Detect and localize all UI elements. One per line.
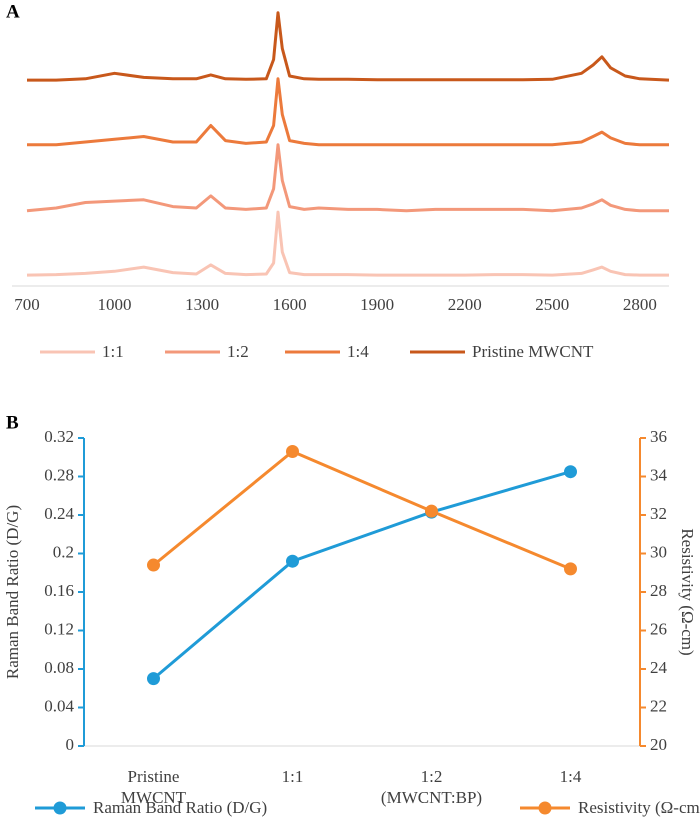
series-line: [152, 449, 572, 571]
spectrum-line: [27, 77, 669, 147]
legend-label: Raman Band Ratio (D/G): [93, 798, 267, 817]
legend-label: 1:2: [227, 342, 249, 361]
point: [286, 444, 299, 458]
x-axis-title: (MWCNT:BP): [380, 788, 483, 807]
spectrum-line: [26, 143, 669, 213]
x-tick-label: 1900: [360, 295, 394, 314]
x-tick-label: 2500: [535, 295, 569, 314]
y2-tick-label: 36: [650, 427, 667, 446]
point: [147, 672, 160, 686]
spectrum-line: [27, 11, 670, 82]
point: [286, 554, 299, 568]
y2-axis-title: Resistivity (Ω-cm): [678, 528, 697, 655]
panel-label: A: [6, 1, 20, 22]
x-tick-label: Pristine MWCNT: [120, 767, 187, 807]
y-tick-label: 0.12: [44, 619, 74, 638]
spectrum-line: [26, 210, 669, 277]
legend-label: 1:1: [102, 342, 124, 361]
point: [564, 562, 577, 576]
y2-tick-label: 26: [650, 619, 667, 638]
y2-tick-label: 34: [650, 465, 668, 484]
point: [425, 504, 438, 518]
x-tick-label: 1:4: [559, 767, 582, 786]
y2-tick-label: 32: [650, 504, 667, 523]
legend-label: 1:4: [347, 342, 369, 361]
x-tick-label: 700: [14, 295, 40, 314]
x-tick-label: 2800: [623, 295, 657, 314]
x-tick-label: 1:1: [281, 767, 304, 786]
point: [147, 558, 160, 572]
y2-tick-label: 22: [650, 696, 667, 715]
y-tick-label: 0.32: [44, 427, 74, 446]
y-axis-title: Raman Band Ratio (D/G): [3, 505, 22, 679]
y-tick-label: 0: [66, 735, 75, 754]
x-tick-label: 1300: [185, 295, 219, 314]
legend-marker: [53, 801, 67, 815]
legend-marker: [538, 801, 552, 815]
legend-label: Pristine MWCNT: [472, 342, 594, 361]
y-tick-label: 0.08: [44, 658, 74, 677]
y-tick-label: 0.2: [53, 542, 74, 561]
legend-label: Resistivity (Ω-cm): [578, 798, 700, 817]
x-tick-label: 1:2: [420, 767, 443, 786]
y-tick-label: 0.04: [44, 696, 74, 715]
y-tick-label: 0.16: [44, 581, 74, 600]
x-tick-label: 1600: [273, 295, 307, 314]
y2-tick-label: 28: [650, 581, 667, 600]
x-tick-label: 1000: [98, 295, 132, 314]
y-tick-label: 0.28: [44, 465, 74, 484]
y2-tick-label: 30: [650, 542, 667, 561]
point: [564, 465, 577, 479]
panel-label: B: [6, 412, 19, 433]
series-line: [152, 470, 571, 680]
x-tick-label: 2200: [448, 295, 482, 314]
y2-tick-label: 24: [650, 658, 668, 677]
y-tick-label: 0.24: [44, 504, 74, 523]
y2-tick-label: 20: [650, 735, 667, 754]
